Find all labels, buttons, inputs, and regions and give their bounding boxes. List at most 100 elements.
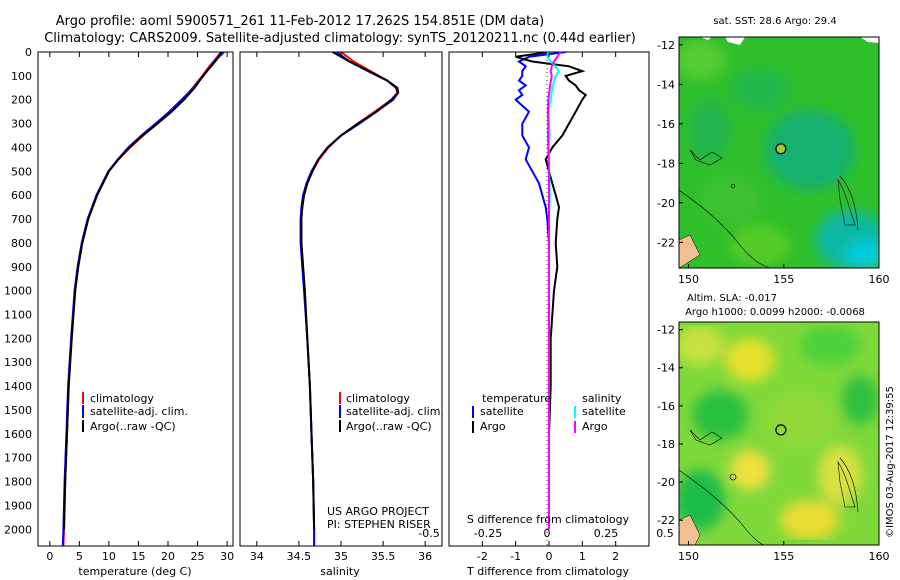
depth-tick-label: 300 [11, 118, 32, 131]
map-y-tick-label: -12 [657, 39, 675, 52]
t-difference-xlabel: T difference from climatology [466, 565, 629, 578]
map-y-tick-label: -22 [657, 514, 675, 527]
depth-tick-label: 200 [11, 94, 32, 107]
legend-heading-temperature: temperature [482, 392, 551, 405]
x-tick-label: 35 [334, 550, 348, 563]
depth-tick-label: 2000 [4, 523, 32, 536]
salinity-legend: climatology satellite-adj. clim. Argo(..… [339, 392, 444, 433]
x-tick-label: 0 [546, 550, 553, 563]
temperature-panel: 0 5 10 15 20 25 30 temperature (deg C) climato… [37, 51, 234, 578]
sst-map-title: sat. SST: 28.6 Argo: 29.4 [713, 16, 836, 27]
sla-map-ticks: -12 -14 -16 -18 -20 -22 150 155 160 [657, 324, 889, 563]
sst-map: sat. SST: 28.6 Argo: 29.4 [657, 16, 889, 286]
map-y-tick-label: -16 [657, 118, 675, 131]
s-tick-label: 0.25 [594, 527, 619, 540]
series-line-salinity-argo [546, 52, 562, 530]
s-tick-label: 0 [544, 527, 551, 540]
depth-tick-label: 1400 [4, 380, 32, 393]
map-y-tick-label: -20 [657, 476, 675, 489]
x-tick-label: 30 [220, 550, 234, 563]
sla-map-frame [678, 321, 880, 546]
title-line-2: Climatology: CARS2009. Satellite-adjuste… [44, 31, 636, 46]
map-x-tick-label: 150 [678, 273, 699, 286]
s-difference-x-ticks: -0.5 -0.25 0 0.25 0.5 [418, 527, 673, 540]
sst-field [679, 37, 879, 268]
x-tick-label: 1 [579, 550, 586, 563]
salinity-axes-box [239, 51, 443, 547]
project-annotation: US ARGO PROJECT [327, 505, 429, 518]
difference-legend: temperature satellite Argo salinity sate… [472, 392, 626, 433]
depth-tick-label: 500 [11, 165, 32, 178]
difference-lines [514, 52, 588, 530]
map-y-tick-label: -20 [657, 197, 675, 210]
depth-tick-label: 1800 [4, 476, 32, 489]
legend-label-argo: Argo(..raw -QC) [90, 420, 176, 433]
sla-map: Altim. SLA: -0.017 Argo h1000: 0.0099 h2… [657, 293, 889, 563]
map-y-tick-label: -16 [657, 400, 675, 413]
depth-tick-label: 600 [11, 189, 32, 202]
x-tick-label: 36 [418, 550, 432, 563]
sla-map-subtitle: Argo h1000: 0.0099 h2000: -0.0068 [685, 307, 865, 318]
x-tick-label: 34.5 [287, 550, 312, 563]
x-tick-label: -1 [510, 550, 521, 563]
x-tick-label: 0 [46, 550, 53, 563]
depth-tick-label: 1000 [4, 285, 32, 298]
legend-label-sal-argo: Argo [582, 420, 608, 433]
x-tick-label: 20 [161, 550, 175, 563]
legend-label-satellite: satellite-adj. clim. [346, 405, 444, 418]
x-tick-label: 34 [250, 550, 264, 563]
legend-label-argo: Argo(..raw -QC) [346, 420, 432, 433]
legend-label-sal-satellite: satellite [582, 405, 626, 418]
series-line-temperature-argo [515, 52, 588, 530]
depth-tick-label: 900 [11, 261, 32, 274]
temperature-lines [61, 52, 225, 546]
series-line-argo-raw-qc- [63, 52, 223, 530]
s-difference-xlabel: S difference from climatology [467, 513, 630, 526]
sla-map-title: Altim. SLA: -0.017 [687, 293, 777, 304]
sla-field [679, 322, 879, 545]
legend-label-satellite: satellite-adj. clim. [90, 405, 188, 418]
imos-credit: ©IMOS 03-Aug-2017 12:39:55 [885, 386, 896, 538]
sst-map-frame [678, 36, 880, 269]
legend-label-temp-satellite: satellite [480, 405, 524, 418]
temperature-x-ticks: 0 5 10 15 20 25 30 [46, 52, 234, 563]
depth-tick-label: 1600 [4, 428, 32, 441]
float-location-marker [775, 143, 787, 155]
depth-axis: 0 100 200 300 400 500 600 700 800 900 1000 1100 1200… [4, 46, 649, 536]
salinity-xlabel: salinity [320, 565, 360, 578]
map-y-tick-label: -12 [657, 324, 675, 337]
depth-tick-label: 400 [11, 141, 32, 154]
temperature-legend: climatology satellite-adj. clim. Argo(..… [82, 392, 188, 433]
temperature-axes-box [37, 51, 234, 547]
pi-annotation: PI: STEPHEN RISER [327, 518, 431, 531]
legend-heading-salinity: salinity [582, 392, 622, 405]
series-line-argo-raw-qc- [300, 52, 400, 530]
salinity-x-ticks: 34 34.5 35 35.5 36 [250, 52, 432, 563]
depth-tick-label: 1900 [4, 499, 32, 512]
map-x-tick-label: 155 [773, 550, 794, 563]
s-tick-label: -0.5 [418, 527, 439, 540]
depth-tick-label: 700 [11, 213, 32, 226]
x-tick-label: 15 [131, 550, 145, 563]
depth-tick-label: 0 [25, 46, 32, 59]
s-tick-label: 0.5 [656, 527, 674, 540]
legend-label-climatology: climatology [346, 392, 410, 405]
map-x-tick-label: 150 [678, 550, 699, 563]
difference-panel: -2 -1 0 1 2 -0.5 -0.25 0 0.25 0.5 S difference f… [418, 51, 674, 578]
map-y-tick-label: -18 [657, 157, 675, 170]
x-tick-label: 2 [612, 550, 619, 563]
map-x-tick-label: 160 [869, 273, 890, 286]
depth-tick-label: 1300 [4, 356, 32, 369]
map-y-tick-label: -14 [657, 78, 675, 91]
depth-tick-label: 800 [11, 237, 32, 250]
map-y-tick-label: -14 [657, 362, 675, 375]
depth-tick-label: 1200 [4, 332, 32, 345]
sst-map-ticks: -12 -14 -16 -18 -20 -22 150 155 160 [657, 39, 889, 286]
depth-tick-label: 1500 [4, 404, 32, 417]
x-tick-label: 10 [102, 550, 116, 563]
map-x-tick-label: 155 [773, 273, 794, 286]
map-x-tick-label: 160 [869, 550, 890, 563]
x-tick-label: 5 [76, 550, 83, 563]
float-location-marker [775, 424, 787, 436]
